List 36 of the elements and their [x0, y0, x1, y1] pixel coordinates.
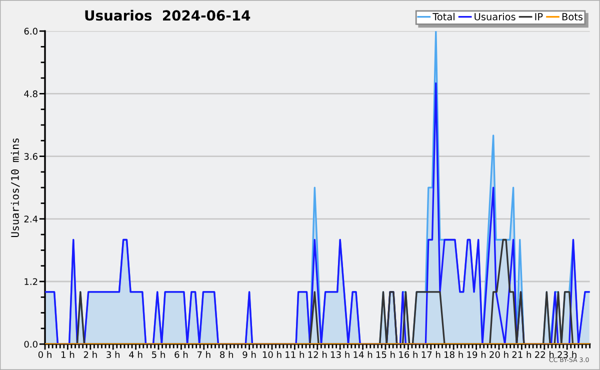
- chart-title: Usuarios 2024-06-14: [85, 10, 250, 21]
- y-tick-label: 2.4: [24, 216, 38, 222]
- y-tick-label: 6.0: [24, 28, 38, 35]
- y-tick-label: 0.0: [24, 340, 38, 348]
- x-tick-label: 12 h: [308, 351, 327, 358]
- legend-label: Total: [432, 12, 454, 20]
- x-tick-label: 9 h: [242, 351, 256, 358]
- x-tick-label: 10 h: [262, 351, 282, 358]
- legend-label: IP: [535, 13, 543, 20]
- x-tick-label: 11 h: [286, 351, 304, 358]
- x-tick-label: 3 h: [106, 351, 120, 358]
- legend-label: Bots: [562, 13, 583, 20]
- x-tick-label: 16 h: [399, 351, 418, 358]
- y-tick-label: 4.8: [24, 90, 38, 98]
- x-tick-label: 19 h: [467, 351, 486, 358]
- x-tick-label: 7 h: [197, 351, 210, 358]
- x-tick-label: 8 h: [220, 351, 233, 358]
- x-tick-label: 18 h: [444, 351, 463, 358]
- x-tick-label: 2 h: [84, 351, 97, 358]
- y-tick-label: 1.2: [24, 278, 38, 285]
- x-tick-label: 1 h: [62, 351, 74, 358]
- x-tick-label: 21 h: [512, 351, 531, 358]
- x-tick-label: 23 h: [558, 351, 576, 358]
- x-tick-label: 14 h: [354, 351, 372, 358]
- x-tick-label: 6 h: [174, 351, 188, 358]
- x-tick-label: 0 h: [38, 351, 52, 358]
- x-tick-label: 4 h: [129, 351, 142, 358]
- y-axis-title: Usuarios/10 mins: [10, 138, 20, 238]
- x-tick-label: 17 h: [422, 351, 440, 358]
- y-tick-label: 3.6: [24, 153, 38, 160]
- x-tick-label: 20 h: [490, 351, 508, 358]
- x-tick-label: 22 h: [535, 351, 554, 358]
- x-tick-label: 15 h: [376, 351, 395, 358]
- x-tick-label: 5 h: [152, 351, 165, 358]
- legend-label: Usuarios: [474, 12, 516, 20]
- x-tick-label: 13 h: [331, 351, 350, 358]
